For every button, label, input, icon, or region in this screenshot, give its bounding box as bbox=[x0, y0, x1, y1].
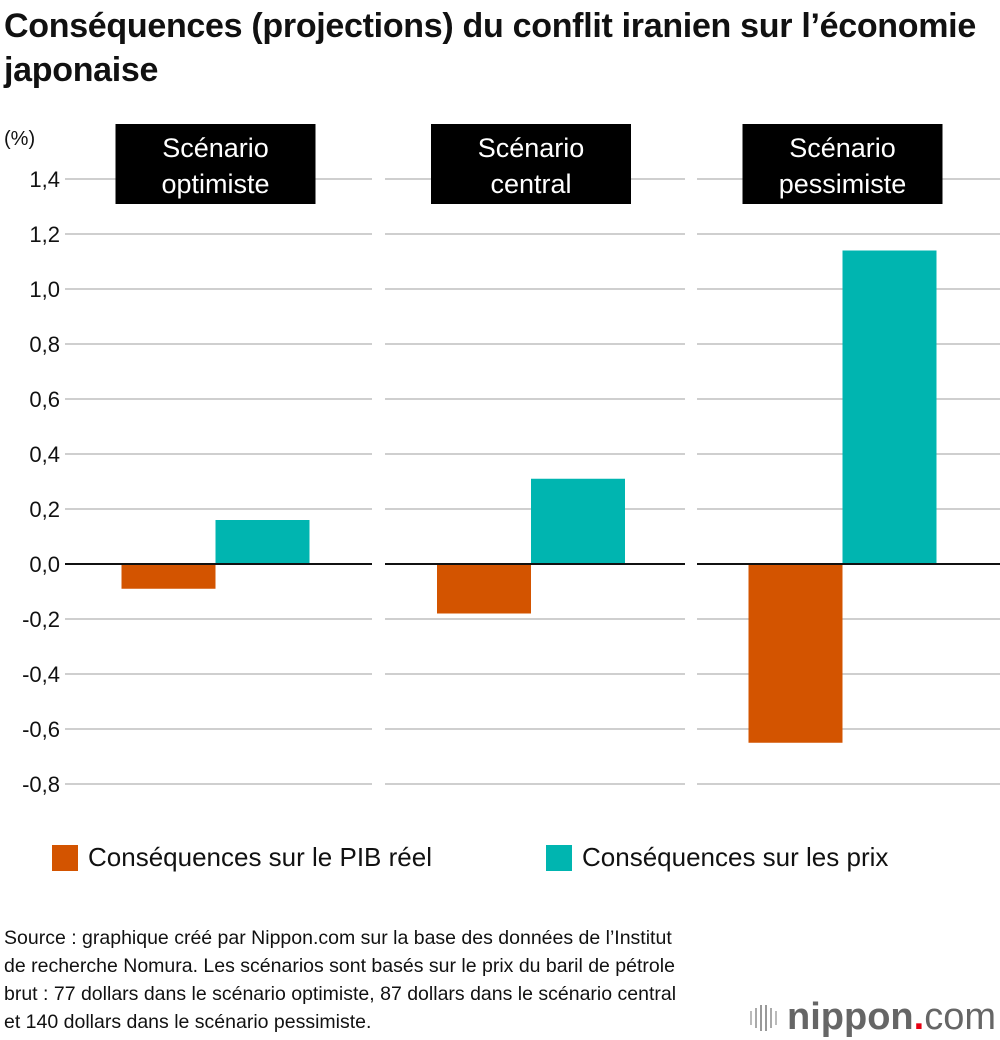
y-tick-label: 0,4 bbox=[29, 442, 60, 467]
source-note: Source : graphique créé par Nippon.com s… bbox=[4, 924, 964, 1036]
y-axis-unit: (%) bbox=[4, 128, 36, 150]
scenario-header-label: central bbox=[490, 169, 571, 199]
y-tick-label: -0,6 bbox=[22, 717, 60, 742]
scenario-header-label: pessimiste bbox=[779, 169, 907, 199]
legend-label-prix: Conséquences sur les prix bbox=[582, 842, 889, 872]
bar-prix-1 bbox=[531, 478, 625, 564]
scenario-header-label: Scénario bbox=[478, 133, 585, 163]
scenario-header-label: optimiste bbox=[161, 169, 269, 199]
logo-name: nippon bbox=[787, 996, 914, 1038]
scenario-header-box bbox=[431, 124, 631, 204]
bar-prix-0 bbox=[215, 520, 310, 564]
y-tick-label: -0,4 bbox=[22, 662, 60, 687]
source-text: Source : graphique créé par Nippon.com s… bbox=[4, 927, 677, 1033]
chart-svg: 1,4 1,2 1,0 0,8 0,6 0,4 0,2 0,0 -0,2 -0,4 -0,6 -0,8… bbox=[22, 124, 1000, 797]
bar-pib-0 bbox=[121, 564, 216, 589]
y-tick-label: 1,2 bbox=[29, 222, 60, 247]
legend-swatch-pib bbox=[52, 844, 78, 871]
scenario-header-box bbox=[115, 124, 316, 204]
y-tick-label: 0,6 bbox=[29, 387, 60, 412]
scenario-header-box bbox=[742, 124, 943, 204]
bar-pib-1 bbox=[437, 564, 531, 614]
y-tick-label: 0,2 bbox=[29, 497, 60, 522]
logo-com: com bbox=[924, 996, 996, 1038]
y-tick-label: -0,2 bbox=[22, 607, 60, 632]
y-tick-label: 1,0 bbox=[29, 277, 60, 302]
legend-label-pib: Conséquences sur le PIB réel bbox=[88, 842, 432, 872]
logo-dot: . bbox=[913, 996, 925, 1038]
logo-bars-icon bbox=[750, 1004, 778, 1031]
scenario-header-label: Scénario bbox=[789, 133, 896, 163]
chart-title: Conséquences (projections) du conflit ir… bbox=[4, 7, 976, 89]
y-tick-label: -0,8 bbox=[22, 772, 60, 797]
y-tick-label: 1,4 bbox=[29, 167, 60, 192]
y-tick-label: 0,8 bbox=[29, 332, 60, 357]
legend-swatch-prix bbox=[546, 844, 572, 871]
legend-item-pib: Conséquences sur le PIB réel bbox=[52, 842, 432, 873]
bar-pib-2 bbox=[748, 564, 843, 743]
bar-prix-2 bbox=[842, 250, 937, 564]
nippon-logo: nippon. com bbox=[750, 996, 996, 1039]
y-tick-label: 0,0 bbox=[29, 552, 60, 577]
legend-item-prix: Conséquences sur les prix bbox=[546, 842, 888, 873]
scenario-header-label: Scénario bbox=[162, 133, 269, 163]
